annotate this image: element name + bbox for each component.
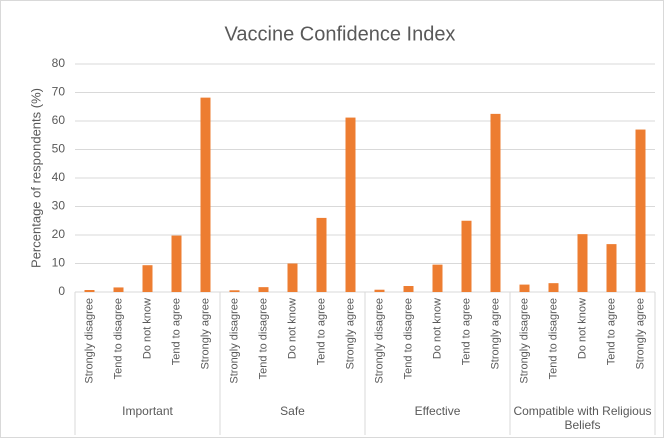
- y-tick-label: 10: [52, 256, 66, 270]
- bar: [142, 265, 153, 292]
- x-tick-label: Strongly agree: [489, 298, 501, 370]
- bar: [519, 284, 530, 292]
- y-tick-label: 20: [52, 227, 66, 241]
- group-label: Effective: [414, 404, 461, 418]
- bar: [374, 289, 385, 292]
- bar: [171, 235, 182, 292]
- y-tick-label: 50: [52, 142, 66, 156]
- x-tick-label: Tend to disagree: [402, 298, 414, 379]
- bar: [403, 286, 414, 292]
- x-tick-label: Strongly disagree: [518, 298, 530, 384]
- group-label: Compatible with Religious Beliefs: [513, 404, 652, 432]
- x-tick-label: Strongly disagree: [83, 298, 95, 384]
- y-tick-label: 80: [52, 56, 66, 70]
- x-tick-label: Strongly agree: [634, 298, 646, 370]
- bar: [490, 113, 501, 292]
- y-tick-label: 30: [52, 199, 66, 213]
- x-tick-label: Tend to agree: [170, 298, 182, 365]
- bar: [577, 234, 588, 292]
- bar: [200, 97, 211, 292]
- x-tick-label: Do not know: [431, 298, 443, 359]
- bar: [345, 117, 356, 292]
- x-tick-label: Strongly agree: [344, 298, 356, 370]
- bar: [258, 287, 269, 292]
- group-label: Safe: [280, 404, 305, 418]
- chart-title: Vaccine Confidence Index: [225, 23, 456, 45]
- x-tick-label: Strongly agree: [199, 298, 211, 370]
- x-tick-label: Tend to agree: [315, 298, 327, 365]
- bar: [432, 264, 443, 292]
- x-tick-label: Strongly disagree: [228, 298, 240, 384]
- x-tick-label: Do not know: [576, 298, 588, 359]
- bar: [635, 129, 646, 292]
- x-tick-label: Strongly disagree: [373, 298, 385, 384]
- bar: [316, 217, 327, 292]
- x-tick-label: Tend to agree: [460, 298, 472, 365]
- y-tick-label: 70: [52, 85, 66, 99]
- bar: [606, 244, 617, 292]
- x-tick-label: Tend to disagree: [547, 298, 559, 379]
- y-tick-label: 60: [52, 113, 66, 127]
- y-axis-label: Percentage of respondents (%): [28, 88, 43, 268]
- y-tick-label: 0: [58, 284, 65, 298]
- bar: [548, 283, 559, 292]
- y-tick-label: 40: [52, 170, 66, 184]
- bar: [461, 220, 472, 292]
- bar: [84, 290, 95, 292]
- group-label: Important: [122, 404, 173, 418]
- x-tick-label: Tend to disagree: [257, 298, 269, 379]
- bar: [287, 263, 298, 292]
- x-tick-label: Tend to agree: [605, 298, 617, 365]
- x-tick-label: Do not know: [286, 298, 298, 359]
- bar: [113, 287, 124, 292]
- x-tick-label: Do not know: [141, 298, 153, 359]
- bar: [229, 290, 240, 292]
- x-tick-label: Tend to disagree: [112, 298, 124, 379]
